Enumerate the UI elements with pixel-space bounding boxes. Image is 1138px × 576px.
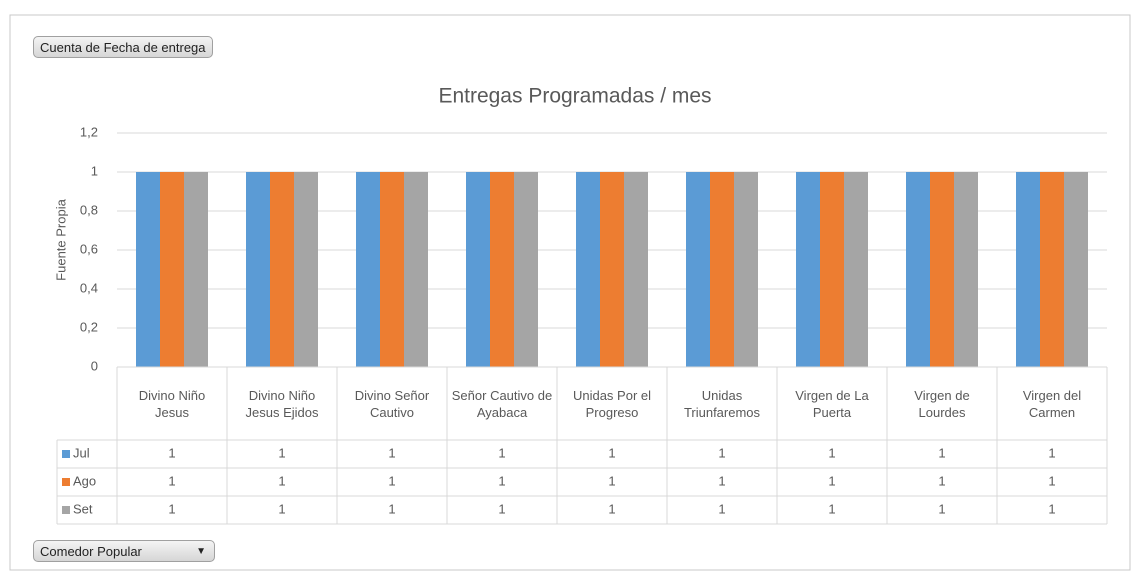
- bar: [136, 172, 160, 367]
- table-value: 1: [608, 473, 615, 488]
- x-tick-label: Virgen de Lourdes: [914, 387, 970, 420]
- bar: [734, 172, 758, 367]
- y-tick-label: 0: [91, 358, 98, 373]
- table-value: 1: [168, 445, 175, 460]
- x-tick-label: Señor Cautivo de Ayabaca: [451, 387, 553, 420]
- y-tick-label: 1,2: [80, 124, 98, 139]
- bar: [624, 172, 648, 367]
- y-tick-label: 0,8: [80, 202, 98, 217]
- table-value: 1: [278, 501, 285, 516]
- y-tick-label: 1: [91, 163, 98, 178]
- bar: [160, 172, 184, 367]
- legend-label: Set: [73, 501, 93, 516]
- x-tick-label: Virgen del Carmen: [1022, 387, 1082, 420]
- legend-key: [62, 450, 70, 458]
- bar: [600, 172, 624, 367]
- x-tick-label: Unidas Triunfaremos: [683, 387, 761, 420]
- chart-title: Entregas Programadas / mes: [438, 85, 711, 108]
- axis-field-label: Comedor Popular: [40, 544, 142, 559]
- bar: [1064, 172, 1088, 367]
- table-value: 1: [718, 501, 725, 516]
- legend-key: [62, 506, 70, 514]
- table-value: 1: [498, 501, 505, 516]
- table-value: 1: [498, 473, 505, 488]
- x-tick-label: Virgen de La Puerta: [795, 387, 869, 420]
- table-value: 1: [388, 445, 395, 460]
- bar: [514, 172, 538, 367]
- bar: [1040, 172, 1064, 367]
- table-value: 1: [168, 473, 175, 488]
- table-value: 1: [388, 473, 395, 488]
- bar: [356, 172, 380, 367]
- table-value: 1: [608, 445, 615, 460]
- table-value: 1: [938, 501, 945, 516]
- bar: [184, 172, 208, 367]
- table-value: 1: [1048, 473, 1055, 488]
- bar: [490, 172, 514, 367]
- x-tick-label: Divino Niño Jesus Ejidos: [245, 387, 319, 420]
- bar: [294, 172, 318, 367]
- bar: [466, 172, 490, 367]
- table-value: 1: [718, 473, 725, 488]
- x-tick-label: Divino Señor Cautivo: [354, 387, 430, 420]
- bar: [710, 172, 734, 367]
- y-axis-label: Fuente Propia: [53, 198, 68, 280]
- table-value: 1: [828, 445, 835, 460]
- table-value: 1: [938, 445, 945, 460]
- bar: [906, 172, 930, 367]
- table-value: 1: [498, 445, 505, 460]
- table-value: 1: [828, 473, 835, 488]
- table-value: 1: [608, 501, 615, 516]
- bar: [404, 172, 428, 367]
- table-value: 1: [168, 501, 175, 516]
- axis-field-button[interactable]: Comedor Popular ▼: [33, 540, 215, 562]
- bar: [820, 172, 844, 367]
- bar: [686, 172, 710, 367]
- legend-key: [62, 478, 70, 486]
- table-value: 1: [278, 445, 285, 460]
- legend-label: Ago: [73, 473, 96, 488]
- bar: [954, 172, 978, 367]
- table-value: 1: [828, 501, 835, 516]
- table-value: 1: [718, 445, 725, 460]
- legend-label: Jul: [73, 445, 90, 460]
- table-value: 1: [1048, 445, 1055, 460]
- bar: [1016, 172, 1040, 367]
- y-tick-label: 0,4: [80, 280, 98, 295]
- y-tick-label: 0,6: [80, 241, 98, 256]
- bar: [380, 172, 404, 367]
- bar: [270, 172, 294, 367]
- x-tick-label: Divino Niño Jesus: [138, 387, 206, 420]
- table-value: 1: [1048, 501, 1055, 516]
- value-field-button[interactable]: Cuenta de Fecha de entrega: [33, 36, 213, 58]
- table-value: 1: [938, 473, 945, 488]
- bar: [844, 172, 868, 367]
- bar: [796, 172, 820, 367]
- x-tick-label: Unidas Por el Progreso: [572, 387, 652, 420]
- table-value: 1: [278, 473, 285, 488]
- y-tick-label: 0,2: [80, 319, 98, 334]
- bar: [576, 172, 600, 367]
- bar: [246, 172, 270, 367]
- table-value: 1: [388, 501, 395, 516]
- bar: [930, 172, 954, 367]
